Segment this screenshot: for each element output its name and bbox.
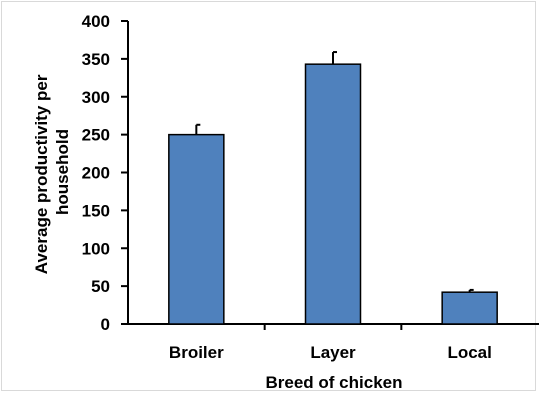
y-tick-label: 100 — [82, 239, 110, 258]
x-axis-title: Breed of chicken — [266, 373, 403, 392]
y-tick-label: 50 — [91, 277, 110, 296]
y-tick-labels: 0 50 100 150 200 250 300 350 400 — [82, 12, 110, 334]
x-tick-label-layer: Layer — [310, 343, 356, 362]
x-tick-labels: Broiler Layer Local — [169, 343, 492, 362]
bar-broiler — [168, 133, 225, 325]
y-axis-title-line-2: household — [53, 129, 72, 215]
y-tick-label: 150 — [82, 201, 110, 220]
bar-layer — [304, 63, 362, 325]
y-tick-label: 200 — [82, 164, 110, 183]
x-tick-label-broiler: Broiler — [169, 343, 224, 362]
y-tick-label: 250 — [82, 126, 110, 145]
y-axis-title-line-1: Average productivity per — [32, 74, 51, 274]
bars — [168, 51, 498, 325]
y-axis-title: Average productivity per household — [32, 70, 72, 274]
bar-local — [441, 291, 498, 325]
y-tick-label: 400 — [82, 12, 110, 31]
y-tick-label: 300 — [82, 88, 110, 107]
y-tick-label: 0 — [101, 315, 110, 334]
x-tick-label-local: Local — [447, 343, 491, 362]
y-tick-label: 350 — [82, 50, 110, 69]
